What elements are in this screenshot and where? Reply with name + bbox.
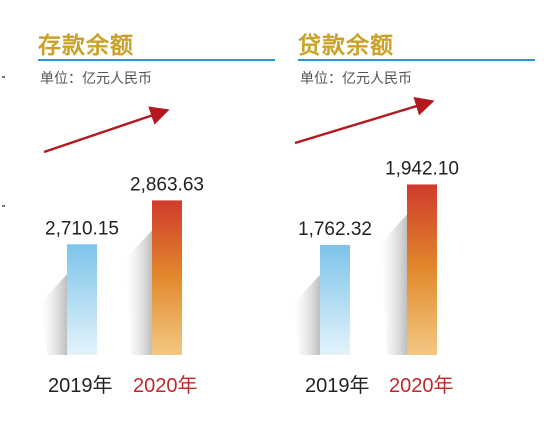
edge-mark: [2, 76, 5, 78]
bar-0: [67, 244, 97, 355]
category-label-2019: 2019年: [305, 375, 370, 397]
data-label-0: 2,710.15: [45, 218, 119, 239]
deposit-balance-panel: 存款余额 单位：亿元人民币 2,710.15 2,863.63 2019年 202…: [30, 0, 275, 423]
category-label-2019: 2019年: [48, 375, 113, 397]
chart-title: 贷款余额: [298, 33, 394, 59]
category-label-2020: 2020年: [389, 375, 454, 397]
data-label-1: 1,942.10: [385, 158, 459, 179]
loan-balance-panel: 贷款余额 单位：亿元人民币 1,762.32 1,942.10 2019年 202…: [290, 0, 535, 423]
bar-shadow: [126, 230, 152, 355]
title-divider: [38, 59, 275, 61]
bar-shadow: [294, 274, 320, 355]
deposit-bar-chart: 2,710.15 2,863.63: [41, 106, 204, 355]
trend-arrow: [43, 106, 170, 154]
category-label-2020: 2020年: [133, 375, 198, 397]
unit-label: 单位：亿元人民币: [40, 71, 152, 87]
bar-0: [320, 244, 350, 355]
bar-1: [152, 200, 182, 355]
loan-bar-chart: 1,762.32 1,942.10: [294, 96, 459, 355]
bar-1: [407, 184, 437, 355]
data-label-1: 2,863.63: [130, 174, 204, 195]
bar-shadow: [41, 274, 67, 355]
title-divider: [298, 59, 535, 61]
trend-arrow: [294, 96, 435, 145]
unit-label: 单位：亿元人民币: [300, 71, 412, 87]
chart-title: 存款余额: [38, 33, 134, 59]
data-label-0: 1,762.32: [298, 219, 372, 240]
bar-shadow: [381, 214, 407, 355]
edge-mark: [2, 205, 5, 207]
